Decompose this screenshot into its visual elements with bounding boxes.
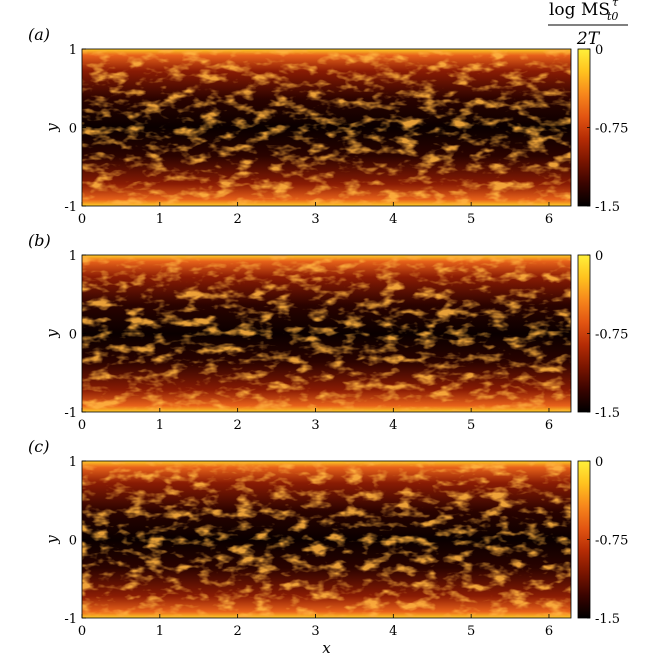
colorbar-tick-label: 0 <box>595 455 603 470</box>
x-tick-label: 1 <box>156 418 164 433</box>
y-tick-label: -1 <box>64 406 77 421</box>
x-tick-label: 4 <box>389 212 397 227</box>
colorbar-tick-label: -1.5 <box>595 200 620 215</box>
colorbar-tick-label: 0 <box>595 43 603 58</box>
colorbar-tick-label: -1.5 <box>595 406 620 421</box>
x-tick-label: 4 <box>389 418 397 433</box>
x-tick-label: 3 <box>311 212 319 227</box>
x-tick-label: 4 <box>389 624 397 639</box>
y-tick-label: -1 <box>64 200 77 215</box>
colorbar-tick-label: -1.5 <box>595 612 620 627</box>
y-tick-label: -1 <box>64 612 77 627</box>
x-tick-label: 3 <box>311 418 319 433</box>
x-tick-label: 6 <box>545 418 553 433</box>
y-axis-label: y <box>43 123 61 133</box>
y-tick-label: 1 <box>69 43 77 58</box>
y-tick-label: 0 <box>69 122 77 137</box>
colorbar-title-denominator: 2T <box>576 29 601 49</box>
y-axis-label: y <box>43 329 61 339</box>
colorbar-title-subscript: t0 <box>607 10 618 23</box>
heatmap-texture <box>82 255 571 412</box>
panels: (a)y10-10 1 2 3 4 5 60-0.75-1.5(b)y10-10 1 2 3 4 5 6… <box>28 25 628 657</box>
colorbar-tick-label: -0.75 <box>595 534 628 549</box>
panel-b: (b)y10-10 1 2 3 4 5 60-0.75-1.5 <box>28 231 628 433</box>
x-tick-label: 0 <box>78 212 86 227</box>
panel-label: (b) <box>28 231 51 250</box>
colorbar-tick-label: -0.75 <box>595 122 628 137</box>
colorbar-title-superscript: τ <box>612 0 619 9</box>
x-axis-label: x <box>322 639 331 657</box>
x-tick-label: 1 <box>156 624 164 639</box>
panel-label: (c) <box>28 437 49 456</box>
heatmap-texture <box>82 49 571 206</box>
x-tick-label: 2 <box>234 624 242 639</box>
panel-label: (a) <box>28 25 50 44</box>
colorbar-tick-label: -0.75 <box>595 328 628 343</box>
x-tick-label: 3 <box>311 624 319 639</box>
colorbar-title-numerator: log MS <box>549 0 610 20</box>
y-tick-label: 1 <box>69 455 77 470</box>
x-tick-label: 0 <box>78 624 86 639</box>
x-tick-label: 6 <box>545 212 553 227</box>
x-tick-label: 5 <box>467 624 475 639</box>
x-tick-label: 2 <box>234 418 242 433</box>
heatmap-texture <box>82 461 571 618</box>
x-tick-label: 5 <box>467 418 475 433</box>
x-tick-label: 6 <box>545 624 553 639</box>
x-tick-label: 0 <box>78 418 86 433</box>
y-tick-label: 0 <box>69 534 77 549</box>
x-tick-label: 1 <box>156 212 164 227</box>
y-axis-label: y <box>43 535 61 545</box>
x-tick-label: 2 <box>234 212 242 227</box>
panel-a: (a)y10-10 1 2 3 4 5 60-0.75-1.5 <box>28 25 628 227</box>
panel-c: (c)y10-10 1 2 3 4 5 6x0-0.75-1.5 <box>28 437 628 657</box>
x-tick-label: 5 <box>467 212 475 227</box>
colorbar-tick-label: 0 <box>595 249 603 264</box>
y-tick-label: 1 <box>69 249 77 264</box>
y-tick-label: 0 <box>69 328 77 343</box>
colorbar-title: log MS τ t0 2T <box>548 0 628 49</box>
